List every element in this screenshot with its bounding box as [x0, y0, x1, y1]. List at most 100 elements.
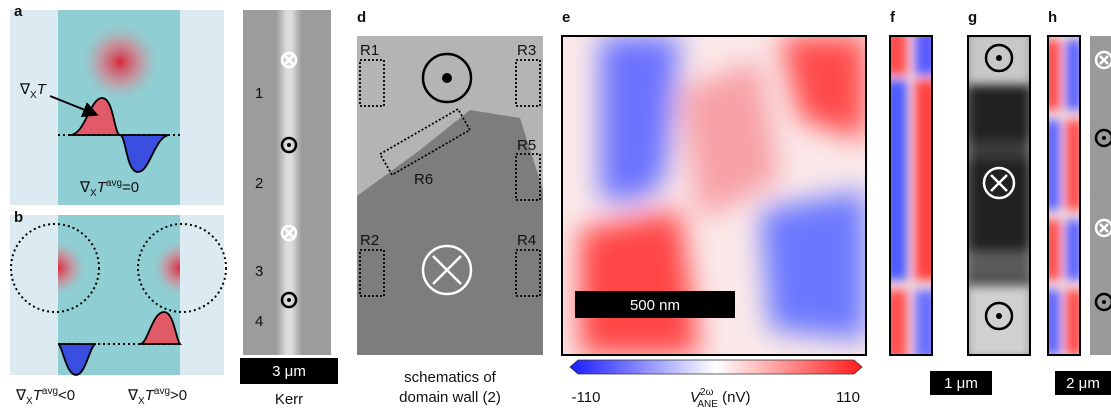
caption: ∇XTavg<0 [15, 386, 75, 407]
scale-bar-label: 500 nm [630, 297, 680, 314]
scale-bar [1055, 371, 1111, 395]
laser-spot [78, 20, 162, 104]
dot [287, 298, 291, 302]
marker: 3 [255, 263, 263, 280]
frame [1047, 35, 1081, 356]
scale-bar [930, 371, 992, 395]
t: T [145, 387, 156, 404]
mask [10, 215, 58, 375]
negative-gradient [119, 134, 171, 173]
t: ∇ [127, 387, 139, 404]
t: =0 [122, 179, 139, 196]
colorbar-min: -110 [572, 389, 601, 406]
marker: 1 [255, 85, 263, 102]
t: <0 [58, 387, 75, 404]
region-label: R1 [360, 42, 379, 59]
panel-h: h 2 μm [1047, 9, 1111, 395]
panel-label: d [357, 9, 366, 26]
marker: 2 [255, 175, 263, 192]
region-label: R5 [517, 137, 536, 154]
cross-symbol [421, 244, 473, 296]
colorbar [569, 359, 863, 375]
region-label: R4 [517, 232, 536, 249]
t: ∇ [79, 179, 91, 196]
ane-map [890, 36, 932, 355]
dot [996, 313, 1002, 319]
panel-c: c 1 2 3 4 3 μm Kerr [240, 9, 338, 408]
caption: ∇XTavg=0 [79, 178, 139, 199]
region-label: R3 [517, 42, 536, 59]
scale-bar-label: 3 μm [272, 363, 306, 380]
regions [359, 59, 541, 297]
panel-a: a ∇XT ∇XTavg=0 [10, 3, 224, 205]
t: X [26, 396, 33, 407]
domain-down [357, 110, 543, 355]
dot-symbol [984, 43, 1014, 73]
colorbar-max: 110 [836, 389, 860, 406]
dot [996, 55, 1002, 61]
t: (nV) [718, 389, 751, 406]
arrow-label: ∇XT [19, 81, 48, 101]
panel-e: e 500 nm -110 110 V2ω ANE (nV) [561, 9, 867, 409]
scale-bar [240, 358, 338, 384]
cross-symbols [280, 51, 298, 242]
dot [1102, 136, 1106, 140]
t: avg [106, 178, 122, 189]
dot-symbols [280, 136, 298, 309]
dot-symbol [421, 52, 473, 104]
t: ∇ [19, 81, 31, 98]
panel-label: h [1048, 9, 1057, 26]
t: ANE [697, 399, 718, 409]
panel-label: e [562, 9, 570, 26]
dot [442, 73, 452, 83]
colorbar-label: V2ω ANE (nV) [690, 387, 750, 409]
panel-label: b [14, 209, 23, 226]
kerr-map [968, 36, 1030, 355]
scale-bar [575, 291, 735, 318]
t: avg [42, 386, 58, 397]
frame [889, 35, 933, 356]
frame [967, 35, 1031, 356]
region-label: R6 [414, 171, 433, 188]
scale-bar-label: 1 μm [944, 375, 978, 392]
t: T [97, 179, 108, 196]
t: T [33, 387, 44, 404]
dot [287, 143, 291, 147]
cross [432, 255, 462, 285]
panel-f: f 1 μm [889, 9, 992, 395]
t: X [138, 396, 145, 407]
arrow [49, 95, 99, 117]
panel-b: b ∇XTavg<0 ∇XTavg>0 [10, 209, 227, 407]
panel-label: a [14, 3, 23, 20]
ane-map [562, 36, 866, 355]
cross-symbol [982, 166, 1016, 200]
t: >0 [170, 387, 187, 404]
region-label: R2 [360, 232, 379, 249]
caption: schematics of [404, 369, 497, 386]
panel-label: g [968, 9, 977, 26]
panel-label: f [890, 9, 896, 26]
t: V [690, 389, 702, 406]
dot-symbol [984, 301, 1014, 331]
t: 2ω [700, 387, 714, 398]
caption: ∇XTavg>0 [127, 386, 187, 407]
panel-g: g [967, 9, 1031, 356]
t: ∇ [15, 387, 27, 404]
kerr-map [1090, 36, 1111, 355]
t: T [37, 81, 48, 98]
dot [1102, 300, 1106, 304]
caption: Kerr [275, 391, 303, 408]
scale-bar-label: 2 μm [1066, 375, 1100, 392]
symbols [1094, 50, 1111, 312]
t: X [30, 90, 37, 101]
t: avg [154, 386, 170, 397]
mask [180, 215, 224, 375]
ane-map [1048, 36, 1080, 355]
cross [990, 174, 1008, 192]
marker: 4 [255, 313, 263, 330]
spot-outline [137, 223, 227, 313]
panel-d: d R1 R2 R3 R4 R5 R6 schematics of domain… [357, 9, 543, 406]
positive-gradient [139, 311, 183, 345]
t: X [90, 188, 97, 199]
